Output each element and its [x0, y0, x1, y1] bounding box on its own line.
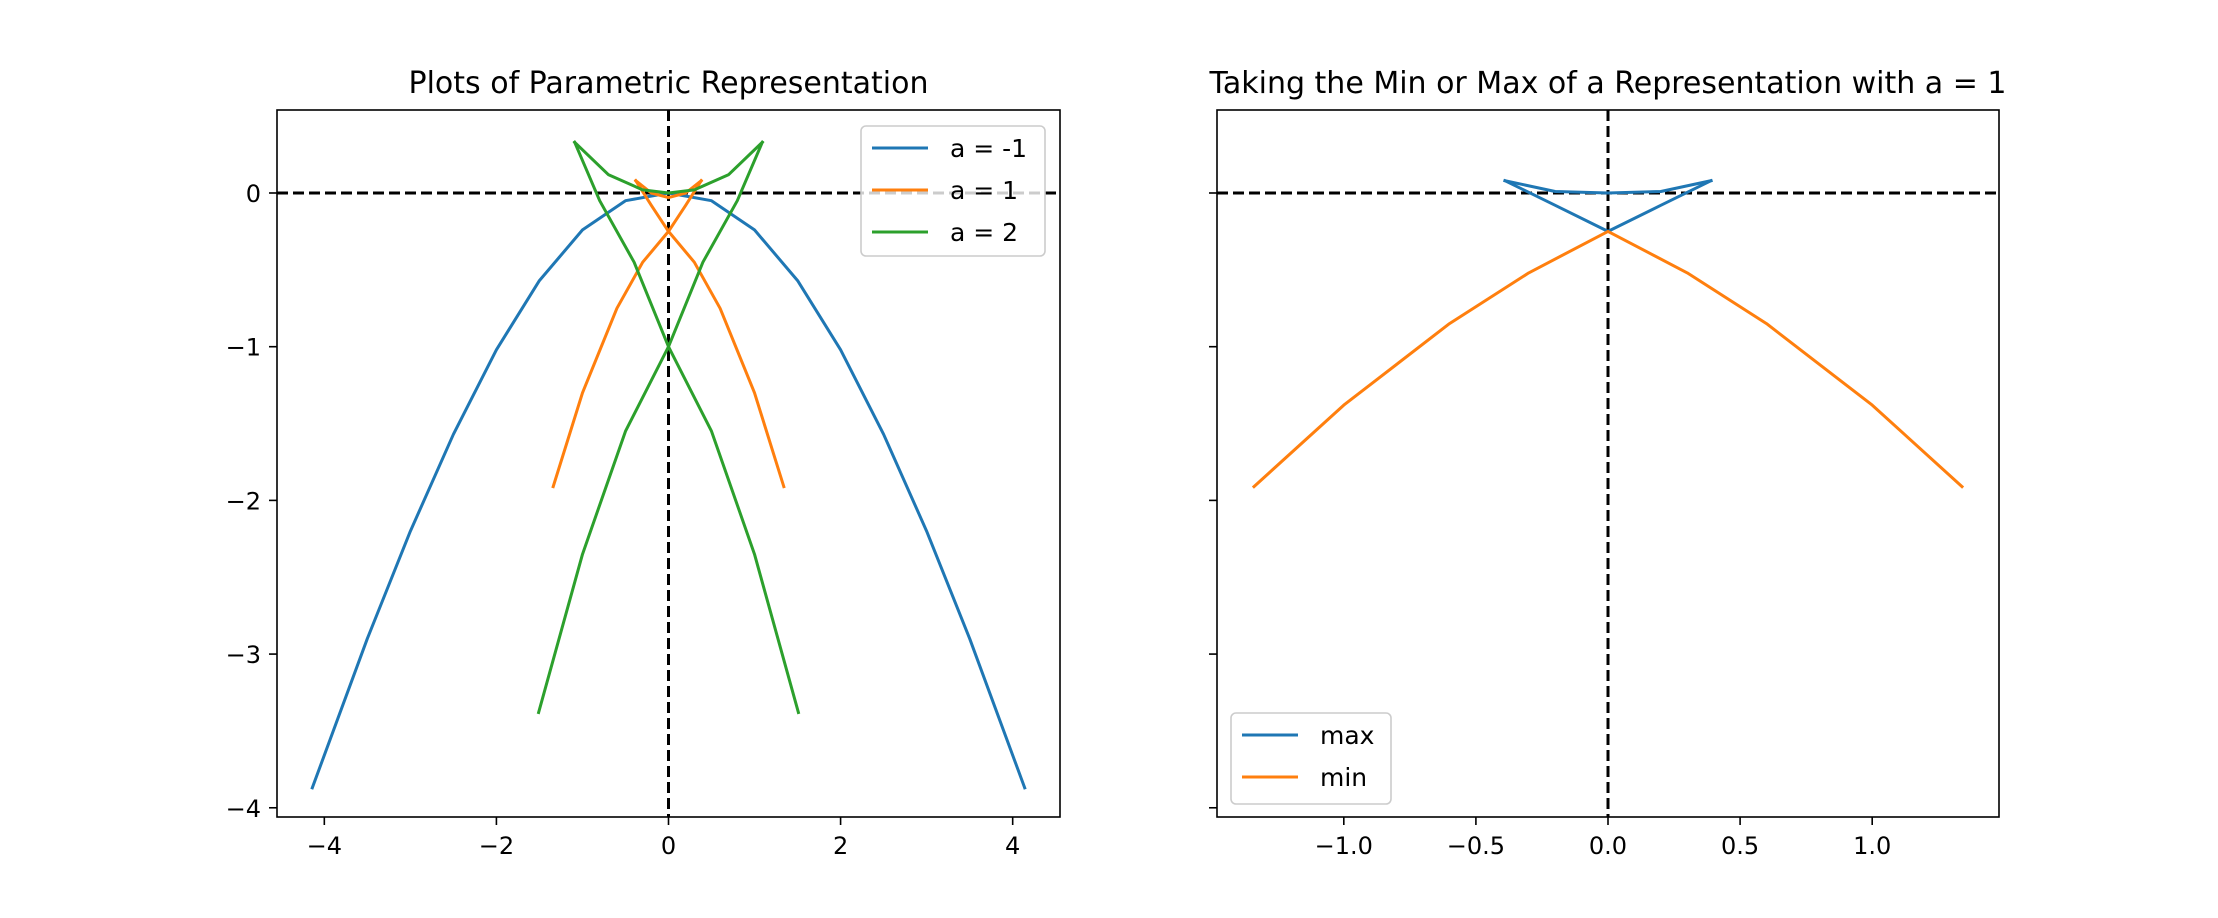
- y-tick-label: −1: [226, 334, 261, 362]
- x-tick-label: 0.0: [1589, 832, 1627, 860]
- x-tick-label: −2: [479, 832, 514, 860]
- y-tick-label: −4: [226, 795, 261, 823]
- y-tick-label: 0: [246, 180, 261, 208]
- y-tick-label: −3: [226, 641, 261, 669]
- series-line-a-1-1: [551, 178, 704, 489]
- chart-panel-2: Taking the Min or Max of a Representatio…: [1209, 66, 2007, 860]
- series-line-min-1: [1251, 229, 1965, 489]
- legend: a = -1 a = 1 a = 2: [860, 125, 1046, 257]
- legend-box: [860, 125, 1046, 257]
- series-line-a-2-2: [572, 140, 801, 715]
- series-line-a-1-2: [633, 178, 786, 489]
- series-line-max-1: [1503, 178, 1713, 195]
- chart-title: Taking the Min or Max of a Representatio…: [1209, 66, 2007, 101]
- chart-title: Plots of Parametric Representation: [409, 66, 929, 101]
- legend-label: a = -1: [950, 134, 1027, 163]
- x-tick-label: −4: [307, 832, 342, 860]
- x-tick-label: 2: [833, 832, 848, 860]
- x-tick-label: 4: [1005, 832, 1020, 860]
- x-tick-label: 0: [661, 832, 676, 860]
- legend-label: max: [1320, 721, 1374, 750]
- chart-panel-1: Plots of Parametric Representation −4 −2 0 2…: [226, 66, 1061, 860]
- x-tick-label: −0.5: [1447, 832, 1505, 860]
- legend-label: a = 1: [950, 176, 1018, 205]
- x-tick-label: 0.5: [1721, 832, 1759, 860]
- legend-label: a = 2: [950, 218, 1018, 247]
- series-line-a-2-3: [572, 140, 765, 195]
- x-tick-label: −1.0: [1315, 832, 1373, 860]
- legend: max min: [1230, 712, 1392, 805]
- y-tick-label: −2: [226, 487, 261, 515]
- x-tick-label: 1.0: [1853, 832, 1891, 860]
- legend-label: min: [1320, 763, 1367, 792]
